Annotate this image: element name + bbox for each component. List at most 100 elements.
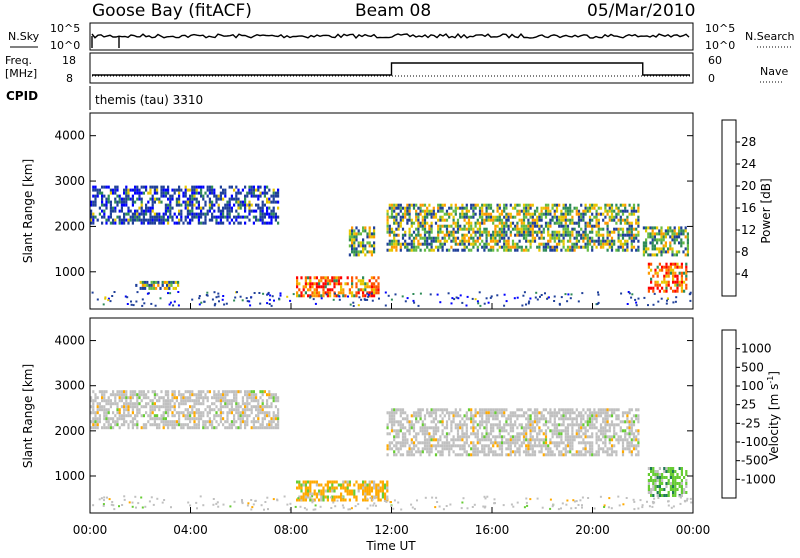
scatter-cell: [331, 487, 333, 490]
scatter-cell: [167, 393, 169, 396]
scatter-cell: [310, 296, 312, 298]
scatter-cell: [240, 390, 242, 393]
scatter-cell: [525, 450, 527, 453]
scatter-cell: [523, 237, 525, 240]
scatter-cell: [198, 402, 200, 405]
scatter-cell: [631, 222, 633, 225]
scatter-cell: [608, 497, 610, 499]
scatter-cell: [591, 246, 593, 249]
scatter-cell: [453, 237, 455, 240]
scatter-cell: [618, 417, 620, 420]
scatter-cell: [631, 237, 633, 240]
scatter-cell: [552, 453, 554, 456]
scatter-cell: [395, 453, 397, 456]
scatter-cell: [600, 496, 602, 498]
scatter-cell: [353, 247, 355, 250]
scatter-cell: [499, 441, 501, 444]
scatter-cell: [494, 414, 496, 417]
scatter-cell: [508, 213, 510, 216]
scatter-cell: [92, 204, 94, 207]
scatter-cell: [549, 237, 551, 240]
scatter-cell: [253, 192, 255, 195]
scatter-cell: [235, 405, 237, 408]
scatter-cell: [461, 302, 463, 304]
scatter-cell: [580, 426, 582, 429]
scatter-cell: [231, 402, 233, 405]
scatter-cell: [503, 249, 505, 252]
scatter-cell: [466, 414, 468, 417]
scatter-cell: [499, 228, 501, 231]
scatter-cell: [492, 444, 494, 447]
scatter-cell: [391, 414, 393, 417]
scatter-cell: [145, 213, 147, 216]
colorbar-tick-label: 28: [741, 135, 756, 149]
scatter-cell: [229, 213, 231, 216]
scatter-cell: [525, 207, 527, 210]
scatter-cell: [275, 213, 277, 216]
scatter-cell: [637, 441, 639, 444]
scatter-cell: [475, 408, 477, 411]
scatter-cell: [431, 228, 433, 231]
scatter-cell: [351, 229, 353, 232]
scatter-cell: [364, 285, 366, 288]
scatter-cell: [127, 423, 129, 426]
scatter-cell: [685, 485, 687, 488]
scatter-cell: [523, 219, 525, 222]
scatter-cell: [525, 453, 527, 456]
scatter-cell: [663, 470, 665, 473]
scatter-cell: [613, 450, 615, 453]
scatter-cell: [147, 293, 149, 295]
scatter-cell: [547, 243, 549, 246]
scatter-cell: [413, 447, 415, 450]
scatter-cell: [669, 235, 671, 238]
scatter-cell: [110, 300, 112, 302]
scatter-cell: [391, 249, 393, 252]
scatter-cell: [415, 420, 417, 423]
scatter-cell: [300, 294, 302, 297]
scatter-cell: [598, 444, 600, 447]
scatter-cell: [275, 423, 277, 426]
scatter-cell: [377, 291, 379, 294]
scatter-cell: [196, 201, 198, 204]
scatter-cell: [582, 417, 584, 420]
scatter-cell: [134, 186, 136, 189]
scatter-cell: [587, 234, 589, 237]
scatter-cell: [246, 204, 248, 207]
scatter-cell: [523, 204, 525, 207]
scatter-cell: [132, 216, 134, 219]
scatter-cell: [470, 249, 472, 252]
scatter-cell: [198, 201, 200, 204]
scatter-cell: [494, 228, 496, 231]
scatter-cell: [382, 487, 384, 490]
scatter-cell: [262, 201, 264, 204]
scatter-cell: [289, 503, 291, 505]
scatter-cell: [145, 186, 147, 189]
scatter-cell: [510, 204, 512, 207]
scatter-cell: [486, 496, 488, 498]
scatter-cell: [457, 207, 459, 210]
scatter-cell: [631, 213, 633, 216]
scatter-cell: [437, 246, 439, 249]
scatter-cell: [231, 210, 233, 213]
scatter-cell: [439, 207, 441, 210]
scatter-cell: [123, 414, 125, 417]
scatter-cell: [534, 420, 536, 423]
scatter-cell: [371, 481, 373, 484]
scatter-cell: [446, 444, 448, 447]
scatter-cell: [582, 453, 584, 456]
scatter-cell: [600, 432, 602, 435]
scatter-cell: [355, 285, 357, 288]
scatter-cell: [218, 408, 220, 411]
scatter-cell: [486, 429, 488, 432]
scatter-cell: [497, 444, 499, 447]
scatter-cell: [549, 219, 551, 222]
scatter-cell: [413, 426, 415, 429]
scatter-cell: [411, 249, 413, 252]
scatter-cell: [508, 453, 510, 456]
scatter-cell: [479, 210, 481, 213]
scatter-cell: [226, 210, 228, 213]
scatter-cell: [307, 487, 309, 490]
scatter-cell: [660, 229, 662, 232]
scatter-cell: [270, 222, 272, 225]
scatter-cell: [253, 393, 255, 396]
